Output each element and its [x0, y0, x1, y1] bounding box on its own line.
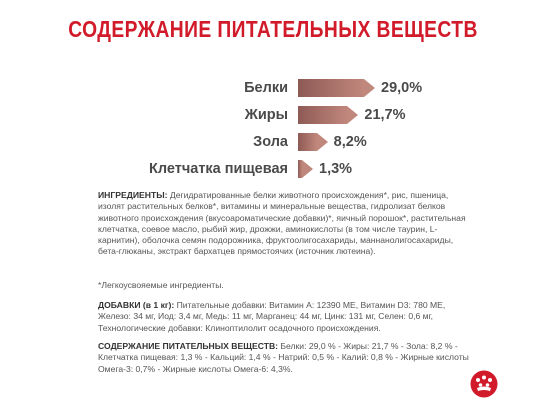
additives-heading: ДОБАВКИ (в 1 кг):: [98, 300, 175, 310]
footnote: *Легкоусвояемые ингредиенты.: [98, 280, 224, 290]
nutrient-row: Клетчатка пищевая 1,3%: [0, 158, 546, 180]
ingredients-paragraph: ИНГРЕДИЕНТЫ: Дегидратированные белки жив…: [98, 190, 470, 258]
additives-paragraph: ДОБАВКИ (в 1 кг): Питательные добавки: В…: [98, 300, 470, 334]
ingredients-heading: ИНГРЕДИЕНТЫ:: [98, 190, 168, 200]
nutrient-value: 29,0%: [381, 80, 423, 96]
nutrient-row: Зола 8,2%: [0, 131, 546, 153]
nutrient-bar: [298, 79, 375, 97]
nutrient-value: 8,2%: [333, 134, 367, 150]
nutrients-paragraph: СОДЕРЖАНИЕ ПИТАТЕЛЬНЫХ ВЕЩЕСТВ: Белки: 2…: [98, 341, 470, 375]
nutrient-bar-chart: Белки 29,0% Жиры 21,7% Зола 8,2% Клетчатка пищ…: [0, 0, 546, 200]
nutrient-value: 1,3%: [319, 161, 353, 177]
nutrient-label: Белки: [244, 80, 288, 96]
ingredients-text: Дегидратированные белки животного происх…: [98, 190, 466, 257]
nutrient-bar: [298, 133, 328, 151]
nutrients-text: Белки: 29,0 % - Жиры: 21,7 % - Зола: 8,2…: [98, 341, 469, 374]
nutrient-value: 21,7%: [364, 107, 406, 123]
nutrient-row: Белки 29,0%: [0, 77, 546, 99]
nutrient-row: Жиры 21,7%: [0, 104, 546, 126]
nutrient-bar: [298, 106, 359, 124]
nutrients-heading: СОДЕРЖАНИЕ ПИТАТЕЛЬНЫХ ВЕЩЕСТВ:: [98, 341, 279, 351]
page-title: СОДЕРЖАНИЕ ПИТАТЕЛЬНЫХ ВЕЩЕСТВ: [68, 16, 478, 42]
nutrient-bar: [298, 160, 313, 178]
nutrient-label: Клетчатка пищевая: [149, 161, 288, 177]
additives-text: Питательные добавки: Витамин A: 12390 МЕ…: [98, 300, 446, 333]
nutrient-label: Зола: [253, 134, 288, 150]
royal-canin-crown-icon: [470, 370, 498, 403]
nutrient-label: Жиры: [244, 107, 288, 123]
